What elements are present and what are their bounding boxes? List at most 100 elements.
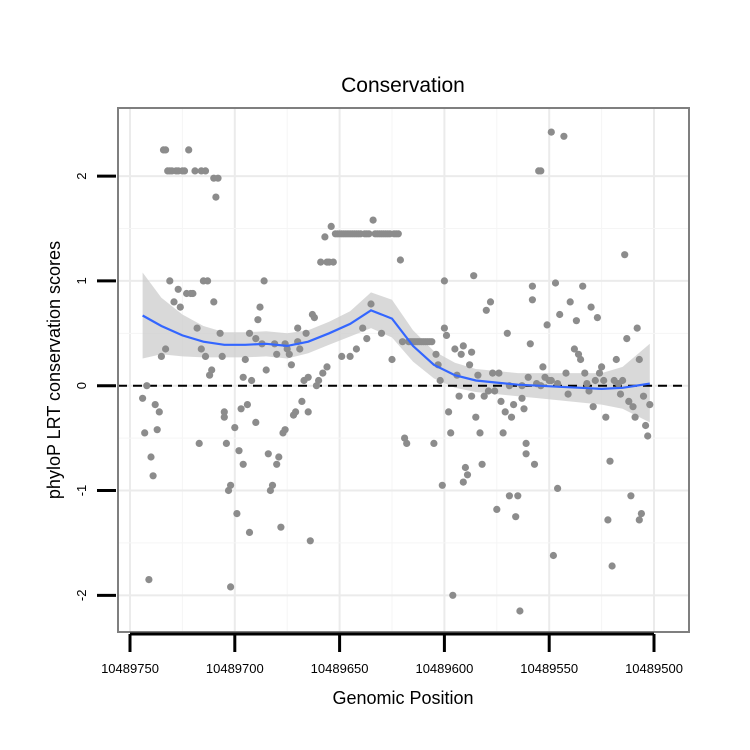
data-point: [459, 342, 467, 350]
data-point: [185, 146, 193, 154]
data-point: [222, 439, 230, 447]
data-point: [403, 439, 411, 447]
data-point: [193, 324, 201, 332]
data-point: [180, 167, 189, 175]
data-point: [220, 408, 228, 416]
data-point: [237, 405, 245, 413]
data-point: [363, 335, 371, 343]
data-point: [201, 352, 210, 360]
data-point: [285, 350, 293, 358]
data-point: [317, 258, 325, 266]
data-point: [598, 363, 606, 371]
data-point: [260, 277, 268, 285]
y-axis-label: phyloP LRT conservation scores: [44, 241, 64, 499]
data-point: [627, 492, 635, 500]
data-point: [245, 528, 254, 537]
data-point: [591, 376, 599, 385]
data-point: [528, 296, 537, 304]
data-point: [273, 350, 281, 358]
data-point: [212, 193, 220, 201]
data-point: [239, 460, 247, 468]
data-point: [197, 345, 205, 353]
data-point: [428, 338, 436, 346]
data-point: [139, 394, 147, 402]
data-point: [528, 282, 537, 290]
data-point: [493, 505, 501, 513]
data-point: [268, 481, 277, 489]
data-point: [338, 352, 346, 360]
data-point: [530, 460, 539, 468]
data-point: [442, 331, 451, 339]
data-point: [639, 392, 648, 400]
data-point: [298, 397, 306, 405]
data-point: [174, 285, 182, 293]
data-point: [323, 363, 331, 371]
data-point: [252, 418, 260, 426]
x-tick-label: 10489500: [625, 661, 683, 676]
data-point: [595, 369, 604, 377]
data-point: [327, 222, 335, 230]
data-point: [365, 230, 373, 238]
data-point: [572, 317, 581, 325]
data-point: [170, 298, 178, 306]
data-point: [549, 551, 558, 560]
data-point: [352, 345, 360, 353]
data-point: [612, 355, 620, 364]
data-point: [292, 408, 300, 416]
data-point: [635, 355, 643, 364]
data-point: [587, 303, 595, 311]
data-point: [499, 429, 507, 437]
data-point: [459, 478, 467, 486]
data-point: [315, 376, 323, 385]
data-point: [388, 355, 396, 364]
data-point: [367, 300, 375, 308]
data-point: [602, 413, 610, 421]
data-point: [501, 408, 509, 416]
data-point: [248, 376, 256, 385]
data-point: [621, 251, 629, 259]
x-axis-label: Genomic Position: [332, 688, 473, 708]
x-tick-label: 10489650: [311, 661, 369, 676]
data-point: [633, 324, 641, 332]
data-point: [296, 345, 304, 353]
data-point: [623, 335, 631, 343]
data-point: [579, 282, 587, 290]
data-point: [606, 457, 614, 465]
data-point: [616, 390, 625, 398]
data-point: [562, 369, 570, 377]
data-point: [275, 453, 283, 461]
data-point: [191, 167, 199, 175]
data-point: [231, 424, 239, 432]
data-point: [157, 352, 165, 360]
data-point: [642, 421, 650, 430]
data-point: [507, 413, 516, 421]
data-point: [637, 509, 646, 518]
plot-border: [117, 107, 690, 633]
data-point: [302, 329, 310, 337]
data-point: [210, 298, 218, 306]
data-point: [277, 523, 285, 531]
data-point: [486, 298, 495, 306]
data-point: [201, 167, 210, 175]
data-point: [436, 376, 444, 385]
data-point: [241, 355, 249, 364]
data-point: [547, 128, 555, 136]
data-point: [625, 397, 633, 405]
data-point: [377, 329, 386, 337]
data-point: [635, 516, 643, 524]
data-point: [583, 380, 591, 388]
data-point: [145, 576, 153, 584]
data-point: [239, 373, 247, 381]
data-point: [143, 382, 151, 390]
data-point: [619, 376, 627, 385]
data-point: [252, 335, 260, 343]
data-point: [457, 350, 465, 358]
data-point: [204, 277, 212, 285]
data-point: [543, 321, 551, 329]
data-point: [497, 397, 505, 405]
data-point: [245, 329, 254, 337]
data-point: [216, 329, 224, 337]
y-tick-label: 0: [74, 382, 89, 389]
data-point: [516, 607, 524, 615]
data-point: [449, 591, 457, 599]
